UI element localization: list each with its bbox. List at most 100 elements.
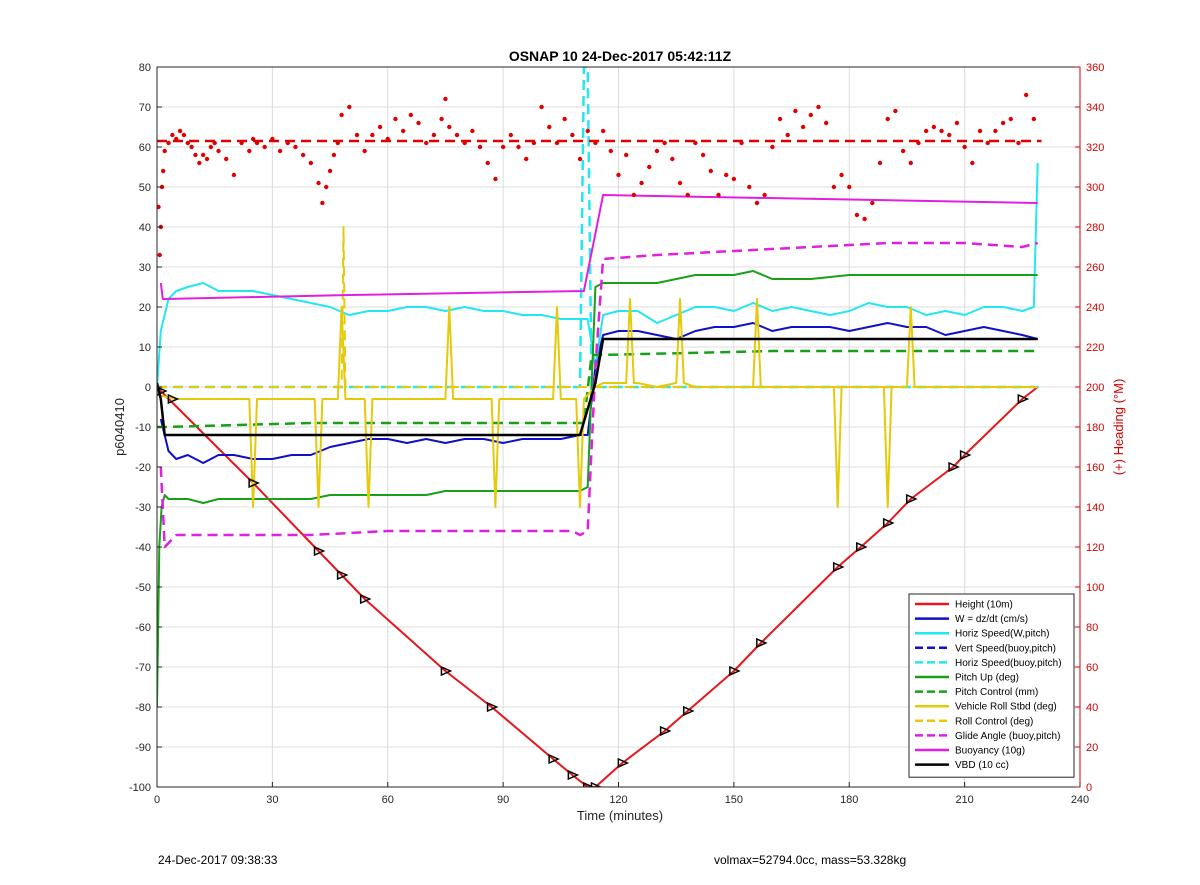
heading-point [531,140,537,146]
x-tick-label: 210 [955,794,973,806]
heading-point [616,172,621,178]
legend-box [908,593,1075,778]
y-tick-label: 70 [139,102,151,114]
y2-tick-label: 240 [1086,302,1104,314]
y2-tick-label: 300 [1086,182,1104,194]
heading-point [808,112,813,118]
y-tick-label: 80 [139,62,151,74]
heading-point [362,148,367,154]
heading-point [277,148,283,154]
heading-point [1008,116,1013,122]
height-marker [948,461,960,473]
chart-title: OSNAP 10 24-Dec-2017 05:42:11Z [509,48,732,64]
heading-point [224,156,229,162]
heading-point [739,140,744,146]
heading-point [208,144,214,150]
height-marker [856,541,868,553]
heading-point [554,140,560,146]
series-buoyancy-10g [159,194,1038,300]
heading-point [354,132,360,138]
y-tick-label: -50 [135,582,151,594]
height-marker [756,637,768,649]
heading-point [454,132,460,138]
heading-point [716,192,721,198]
heading-point [654,148,660,154]
series-layer [157,67,1042,787]
heading-point [793,108,798,114]
heading-point [877,160,883,166]
heading-point [862,216,867,222]
heading-point [254,140,260,146]
heading-point [870,200,875,206]
heading-point [647,164,652,170]
series-pitch-control-mm [157,349,1038,429]
y2-tick-label: 120 [1086,542,1104,554]
series-vehicle-roll-stbd-deg [157,298,1038,508]
y2-tick-label: 180 [1086,422,1104,434]
legend-entry: Glide Angle (buoy,pitch) [955,731,1060,742]
heading-point [931,124,937,130]
y2-tick-label: 260 [1086,262,1104,274]
heading-point [593,140,598,146]
heading-point [954,120,960,126]
heading-point [885,116,890,122]
height-marker [359,593,372,605]
footer-timestamp: 24-Dec-2017 09:38:33 [158,853,278,867]
height-marker [882,517,895,529]
height-marker [659,725,672,737]
heading-point [470,128,475,134]
heading-point [212,140,217,146]
heading-point [239,140,244,146]
heading-point [385,136,390,142]
heading-point [174,136,179,142]
height-marker [336,569,349,581]
heading-point [400,128,406,134]
y2-tick-label: 160 [1086,462,1104,474]
y-tick-label: -30 [135,502,151,514]
height-marker [567,769,580,781]
y2-tick-label: 280 [1086,222,1104,234]
heading-point [300,152,306,158]
legend-entry: Horiz Speed(W,pitch) [955,629,1049,640]
axes-frame: 0 30 60 90 120 150 180 210 240-100-90-80-70-60-5… [129,62,1104,806]
legend-entry: Vert Speed(buoy,pitch) [955,643,1056,654]
x-tick-label: 0 [154,794,160,806]
y-tick-label: -60 [135,622,151,634]
heading-point [677,180,683,186]
heading-point [585,128,590,134]
heading-point [1023,92,1029,98]
heading-point [500,144,506,150]
heading-point [485,160,490,166]
heading-point [1031,116,1037,122]
heading-point [847,184,852,190]
legend-entry: Horiz Speed(buoy,pitch) [955,658,1062,669]
y2-tick-label: 0 [1086,782,1092,794]
heading-point [516,144,521,150]
height-marker [590,781,603,787]
heading-point [570,132,575,138]
heading-point [854,212,860,218]
y2-tick-label: 60 [1086,662,1098,674]
series-height-10m [157,386,1039,787]
heading-point [204,156,210,162]
height-marker [313,545,326,557]
heading-point [923,128,929,134]
y-tick-label: 60 [139,142,151,154]
series-pitch-up-deg [157,270,1038,708]
heading-point [893,108,898,114]
y2-tick-label: 360 [1086,62,1104,74]
heading-point [416,120,421,126]
heading-point [800,124,806,130]
x-tick-label: 90 [497,794,509,806]
heading-point [823,120,829,126]
heading-point [731,176,737,182]
heading-point [816,104,821,110]
heading-point [216,148,221,154]
y2-tick-label: 140 [1086,502,1104,514]
legend: Height (10m) W = dz/dt (cm/s) Horiz Speed(… [908,593,1075,778]
series-roll-control-deg [157,226,1038,388]
heading-point [839,172,844,178]
y-tick-label: 50 [139,182,151,194]
y-tick-label: -100 [129,782,151,794]
heading-point [947,132,952,138]
